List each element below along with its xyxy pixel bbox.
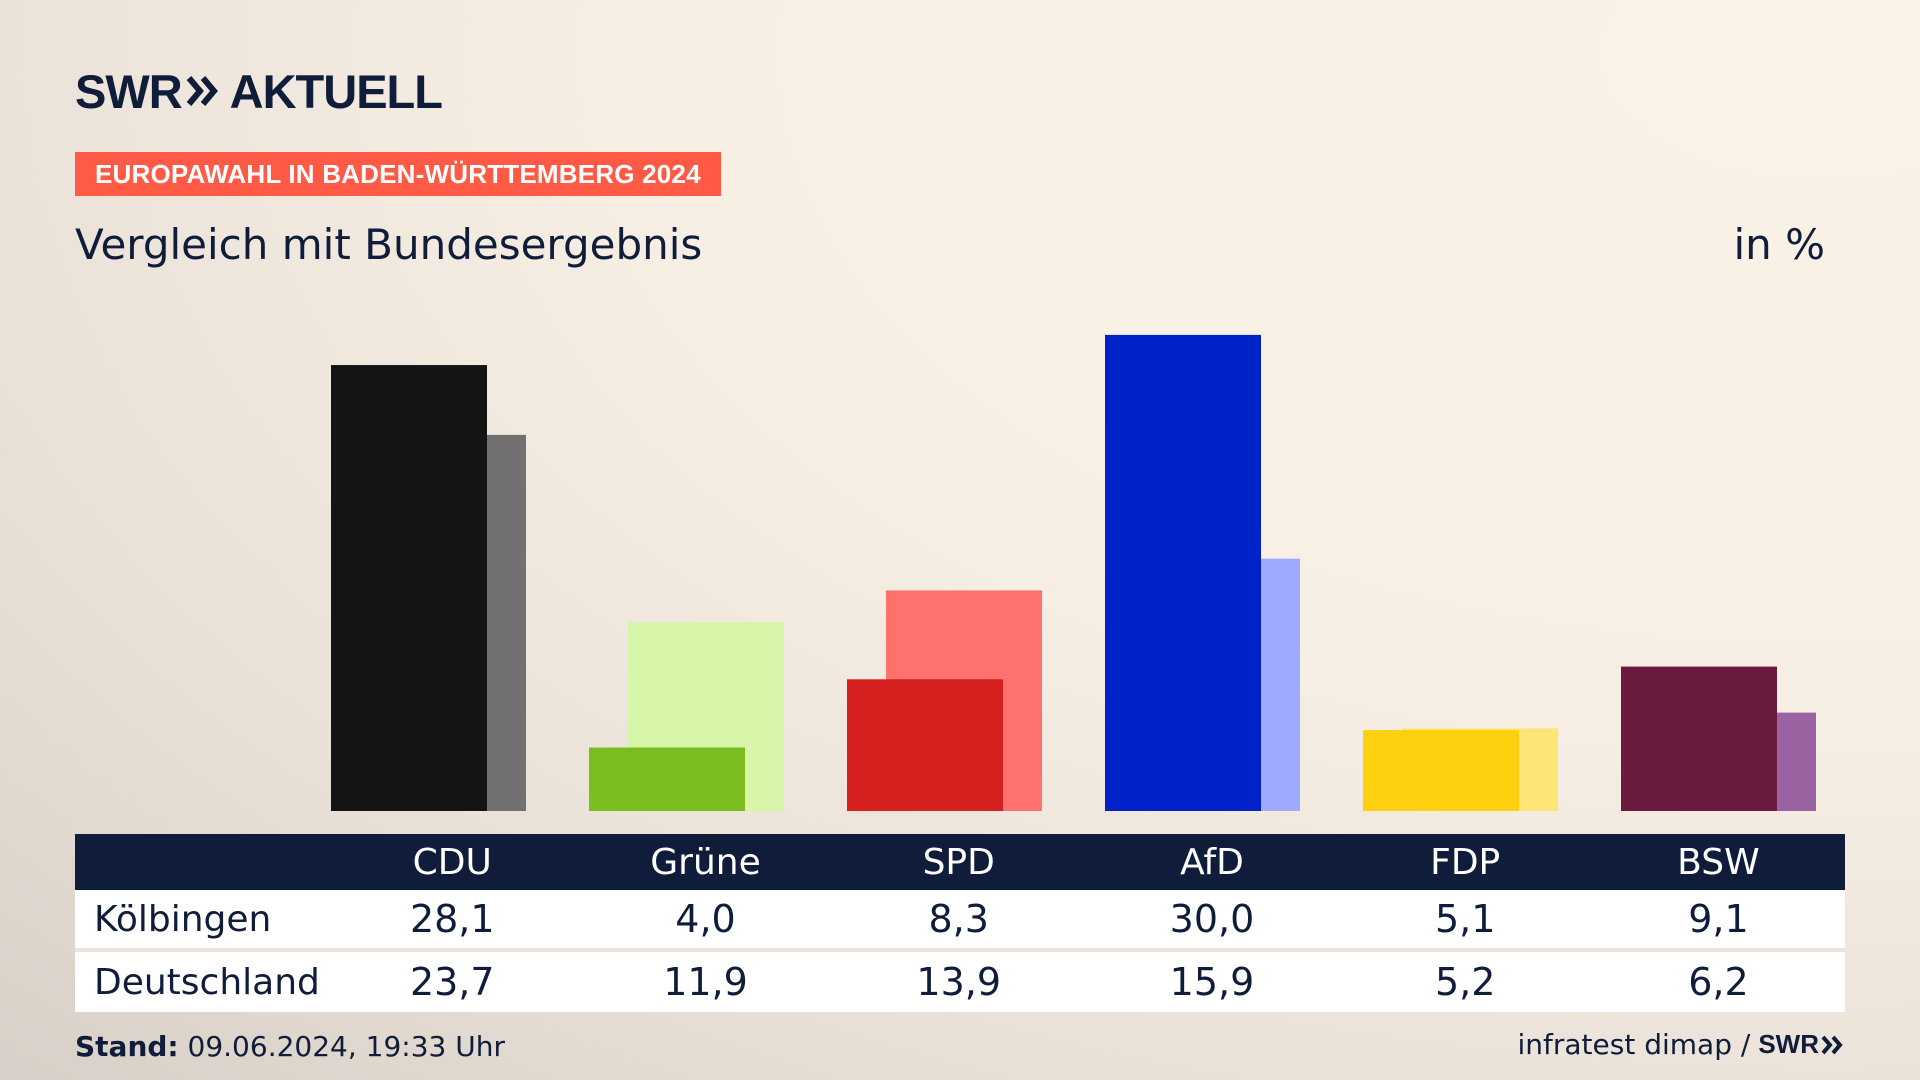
table-row-kolbingen: Kölbingen 28,1 4,0 8,3 30,0 5,1 9,1	[75, 890, 1845, 952]
table-row-deutschland: Deutschland 23,7 11,9 13,9 15,9 5,2 6,2	[75, 952, 1845, 1012]
bar-kolbingen-fdp	[1363, 730, 1519, 811]
bar-chart	[331, 334, 1816, 811]
brand-name: SWR	[75, 64, 183, 118]
row-label: Kölbingen	[94, 898, 272, 940]
swr-aktuell-logo: SWR AKTUELL	[75, 64, 443, 118]
source-text: infratest dimap /	[1517, 1028, 1751, 1061]
election-tag: EUROPAWAHL IN BADEN-WÜRTTEMBERG 2024	[75, 152, 721, 196]
header-spd: SPD	[922, 841, 995, 883]
unit-label: in %	[1733, 220, 1825, 269]
value-cell: 8,3	[928, 897, 989, 941]
value-cell: 4,0	[675, 897, 736, 941]
swr-mini-logo: SWR	[1758, 1029, 1845, 1060]
double-chevron-icon	[1821, 1035, 1843, 1054]
bar-kolbingen-cdu	[331, 365, 487, 811]
bar-kolbingen-grüne	[589, 747, 745, 811]
chart-subtitle: Vergleich mit Bundesergebnis	[75, 220, 703, 269]
value-cell: 13,9	[916, 960, 1002, 1004]
value-cell: 11,9	[663, 960, 748, 1004]
bar-kolbingen-spd	[847, 679, 1003, 811]
header-cdu: CDU	[412, 841, 492, 883]
stand-label: Stand:	[75, 1030, 179, 1063]
results-table: CDU Grüne SPD AfD FDP BSW Kölbingen 28,1…	[75, 834, 1845, 1012]
header-bsw: BSW	[1677, 841, 1760, 883]
timestamp: Stand: 09.06.2024, 19:33 Uhr	[75, 1030, 505, 1063]
value-cell: 15,9	[1169, 960, 1255, 1004]
value-cell: 23,7	[409, 960, 495, 1004]
header-gruene: Grüne	[650, 841, 761, 883]
swr-mini-text: SWR	[1758, 1029, 1819, 1059]
value-cell: 5,1	[1434, 897, 1496, 941]
double-chevron-icon	[186, 74, 220, 108]
header-fdp: FDP	[1430, 841, 1501, 883]
bar-kolbingen-afd	[1105, 334, 1261, 811]
brand-section: AKTUELL	[229, 64, 443, 118]
bar-kolbingen-bsw	[1621, 666, 1777, 811]
header-afd: AfD	[1180, 841, 1244, 883]
value-cell: 5,2	[1434, 960, 1496, 1004]
stand-value: 09.06.2024, 19:33 Uhr	[187, 1030, 505, 1063]
table-header: CDU Grüne SPD AfD FDP BSW	[75, 834, 1845, 890]
value-cell: 6,2	[1688, 960, 1749, 1004]
row-label: Deutschland	[94, 961, 320, 1003]
source-credit: infratest dimap / SWR	[1518, 1028, 1846, 1061]
value-cell: 9,1	[1688, 897, 1749, 941]
value-cell: 30,0	[1169, 897, 1255, 941]
value-cell: 28,1	[409, 897, 495, 941]
